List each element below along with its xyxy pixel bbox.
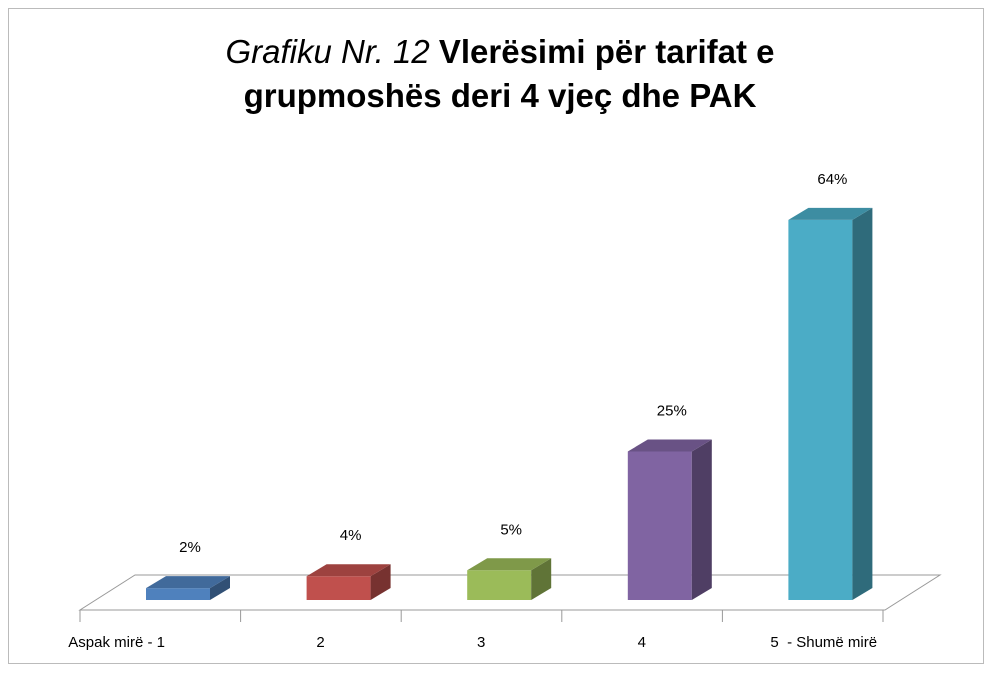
bar-side (210, 576, 230, 600)
data-label: 2% (179, 539, 201, 556)
bar-top (788, 207, 873, 220)
data-label: 5% (500, 521, 522, 538)
bar-top (146, 576, 230, 589)
chart-frame (8, 8, 984, 664)
bar-side (691, 439, 712, 600)
bar-front (627, 451, 692, 600)
title-prefix: Grafiku Nr. 12 (225, 33, 430, 70)
x-tick-label: 5 - Shumë mirë (770, 634, 877, 651)
chart-title: Grafiku Nr. 12 Vlerësimi për tarifat e g… (160, 30, 840, 118)
data-label: 4% (340, 527, 362, 544)
bar-side (370, 564, 391, 600)
title-main: Vlerësimi për tarifat e grupmoshës deri … (243, 33, 775, 114)
bar (467, 558, 552, 600)
bar-top (306, 564, 391, 577)
data-label: 64% (817, 171, 847, 188)
x-tick-label: 4 (638, 634, 646, 651)
bar (306, 564, 391, 600)
bar (788, 207, 873, 600)
bar-side (852, 207, 873, 600)
data-label: 25% (657, 402, 687, 419)
x-tick-label: 2 (316, 634, 324, 651)
bar (627, 439, 712, 600)
bar-front (306, 576, 371, 600)
bar-top (627, 439, 712, 452)
bar-front (788, 219, 853, 600)
bar-top (467, 558, 552, 571)
x-tick-label: 3 (477, 634, 485, 651)
bar (146, 576, 230, 600)
x-tick-label: Aspak mirë - 1 (68, 634, 165, 651)
bar-front (467, 570, 532, 600)
bar-front (146, 588, 210, 600)
bar-side (531, 558, 552, 600)
